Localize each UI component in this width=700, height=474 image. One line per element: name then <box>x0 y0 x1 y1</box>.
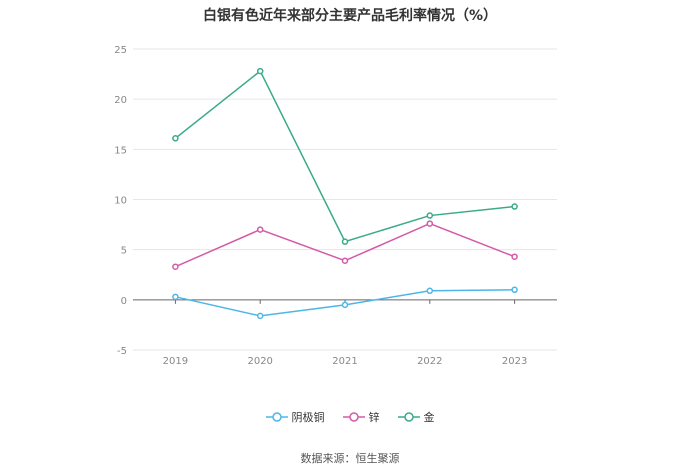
x-tick-label: 2020 <box>247 356 272 367</box>
y-tick-label: 15 <box>114 145 127 156</box>
legend-label: 金 <box>423 411 435 424</box>
y-tick-label: 10 <box>114 196 127 207</box>
chart-legend: 阴极铜 锌 金 <box>0 409 700 425</box>
data-point <box>341 257 349 264</box>
legend-item[interactable]: 金 <box>397 409 435 425</box>
legend-item[interactable]: 锌 <box>342 409 380 425</box>
legend-item[interactable]: 阴极铜 <box>265 409 325 425</box>
data-point <box>172 263 179 270</box>
y-tick-label: 20 <box>114 95 127 106</box>
data-point <box>426 212 434 219</box>
legend-swatch-icon <box>397 412 420 422</box>
data-point <box>172 135 179 142</box>
data-point <box>256 226 264 233</box>
chart-title: 白银有色近年来部分主要产品毛利率情况（%） <box>202 8 498 24</box>
data-point <box>256 312 264 320</box>
x-tick-label: 2021 <box>332 356 357 367</box>
data-point <box>426 287 434 295</box>
data-point <box>511 203 518 210</box>
data-source: 数据来源：恒生聚源 <box>300 452 400 465</box>
x-tick-label: 2022 <box>417 356 442 367</box>
data-point <box>256 67 264 75</box>
data-point <box>426 220 434 227</box>
legend-swatch-icon <box>342 412 365 422</box>
data-point <box>172 293 179 301</box>
data-point <box>511 253 518 260</box>
legend-label: 阴极铜 <box>291 411 325 424</box>
y-tick-label: 0 <box>121 296 127 307</box>
y-tick-label: 5 <box>121 246 127 257</box>
data-point <box>341 301 349 309</box>
x-tick-label: 2023 <box>502 356 527 367</box>
y-tick-label: -5 <box>117 346 127 357</box>
x-tick-label: 2019 <box>163 356 188 367</box>
y-tick-label: 25 <box>114 45 127 56</box>
series-line <box>174 69 515 243</box>
data-point <box>341 238 349 245</box>
legend-label: 锌 <box>368 411 380 424</box>
legend-swatch-icon <box>265 412 288 422</box>
data-point <box>511 286 518 294</box>
